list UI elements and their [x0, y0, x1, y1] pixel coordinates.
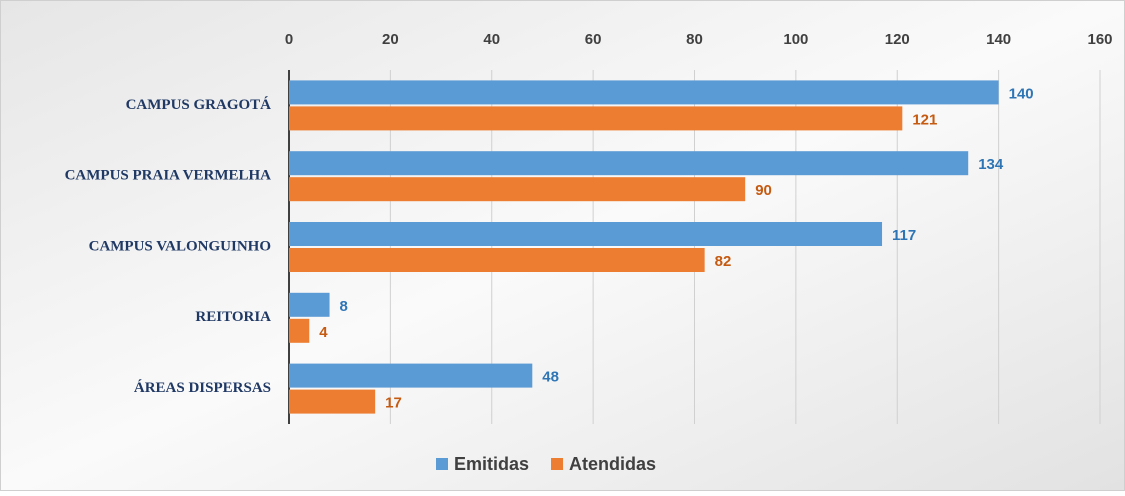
bar — [289, 222, 883, 246]
category-label: CAMPUS PRAIA VERMELHA — [65, 168, 272, 184]
x-tick-label: 120 — [885, 31, 910, 48]
value-label: 121 — [912, 111, 937, 128]
legend-swatch — [551, 458, 564, 470]
bar — [289, 151, 969, 176]
value-label: 17 — [385, 395, 402, 412]
x-tick-label: 160 — [1087, 31, 1112, 48]
category-label: REITORIA — [195, 309, 271, 325]
value-label: 8 — [340, 298, 348, 315]
bar — [289, 177, 746, 202]
value-label: 48 — [542, 369, 559, 386]
x-tick-label: 60 — [585, 31, 602, 48]
bar — [289, 292, 330, 317]
bar — [289, 318, 310, 343]
legend-swatch — [436, 458, 448, 470]
value-label: 117 — [892, 227, 916, 244]
bar — [289, 106, 903, 131]
x-tick-label: 0 — [285, 31, 293, 48]
bar — [289, 389, 376, 414]
category-label: CAMPUS GRAGOTÁ — [126, 96, 272, 113]
value-label: 90 — [755, 182, 772, 199]
bar — [289, 363, 533, 388]
value-label: 134 — [978, 156, 1004, 173]
x-tick-label: 140 — [986, 31, 1011, 48]
value-label: 82 — [715, 253, 732, 270]
category-label: ÁREAS DISPERSAS — [134, 379, 271, 396]
bar — [289, 248, 705, 272]
x-tick-label: 100 — [783, 31, 808, 48]
x-tick-label: 80 — [686, 31, 703, 48]
legend-label: Atendidas — [569, 454, 656, 474]
value-label: 4 — [319, 324, 328, 341]
category-label: CAMPUS VALONGUINHO — [89, 238, 271, 254]
value-label: 140 — [1009, 85, 1034, 102]
x-tick-label: 40 — [483, 31, 500, 48]
legend-label: Emitidas — [454, 454, 529, 474]
bar — [289, 80, 999, 105]
x-tick-label: 20 — [382, 31, 399, 48]
